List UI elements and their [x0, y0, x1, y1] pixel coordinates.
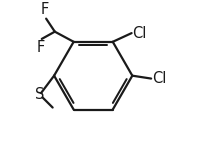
- Text: F: F: [41, 2, 49, 17]
- Text: S: S: [35, 87, 44, 102]
- Text: Cl: Cl: [152, 71, 166, 86]
- Text: F: F: [36, 40, 45, 55]
- Text: Cl: Cl: [132, 26, 147, 41]
